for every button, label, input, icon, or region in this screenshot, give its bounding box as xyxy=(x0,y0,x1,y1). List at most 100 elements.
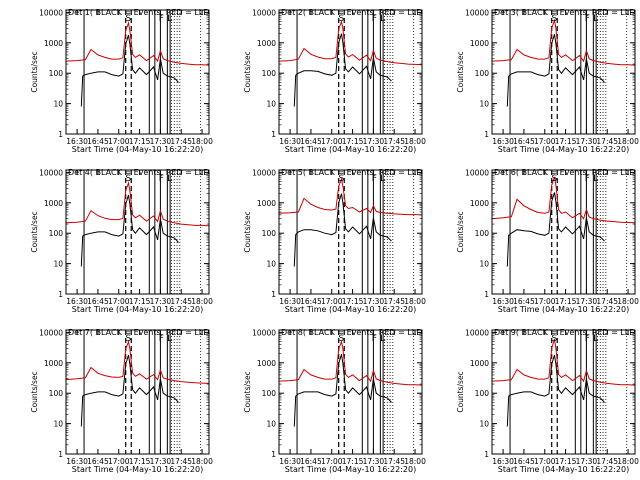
x-tick-label: 17:15 xyxy=(129,137,151,146)
y-tick-label: 10000 xyxy=(465,328,489,337)
lld-series-line xyxy=(66,180,209,227)
plot-frame xyxy=(65,329,210,455)
lld-series-line xyxy=(492,18,635,66)
panel-title: Det 4( BLACK = Events, RED = LLD xyxy=(68,168,209,177)
x-tick-label: 17:00 xyxy=(108,137,130,146)
y-axis-label: Counts/sec xyxy=(30,211,39,252)
x-tick-label: 17:00 xyxy=(534,137,556,146)
flag-label-f: F xyxy=(159,334,164,344)
x-tick-label: 17:45 xyxy=(170,297,192,306)
x-tick-label: 16:45 xyxy=(87,137,109,146)
x-axis-label: Start Time (04-May-10 16:22:20) xyxy=(72,145,203,154)
event-markers xyxy=(509,170,628,294)
panel-title: Det 6( BLACK = Events, RED = LLD xyxy=(494,168,635,177)
y-tick-label: 100 xyxy=(262,229,277,238)
x-tick-label: 16:30 xyxy=(66,137,88,146)
y-axis-label: Counts/sec xyxy=(456,371,465,412)
x-tick-label: 17:00 xyxy=(534,297,556,306)
y-tick-label: 10 xyxy=(53,420,63,429)
events-series-line xyxy=(506,34,605,107)
x-tick-label: 17:15 xyxy=(129,457,151,466)
x-tick-label: 16:45 xyxy=(87,457,109,466)
series-group xyxy=(279,177,422,267)
x-tick-label: 17:45 xyxy=(596,137,618,146)
y-tick-label: 100 xyxy=(262,389,277,398)
x-tick-label: 17:00 xyxy=(534,457,556,466)
y-tick-label: 1000 xyxy=(44,199,63,208)
y-tick-label: 10 xyxy=(479,260,489,269)
event-markers xyxy=(296,10,415,134)
x-tick-label: 16:30 xyxy=(492,457,514,466)
lld-series-line xyxy=(279,177,422,216)
lld-series-line xyxy=(279,339,422,386)
panel-title: Det 8( BLACK = Events, RED = LLD xyxy=(281,328,422,337)
series-group xyxy=(66,20,209,107)
flag-label-s: S xyxy=(125,174,131,184)
y-tick-label: 1 xyxy=(484,290,489,299)
panel-title: Det 9( BLACK = Events, RED = LLD xyxy=(494,328,635,337)
y-tick-label: 10 xyxy=(266,420,276,429)
events-series-line xyxy=(293,193,392,267)
x-tick-label: 16:30 xyxy=(279,297,301,306)
x-tick-label: 16:45 xyxy=(300,457,322,466)
x-tick-label: 17:15 xyxy=(555,137,577,146)
x-axis-label: Start Time (04-May-10 16:22:20) xyxy=(498,305,629,314)
events-series-line xyxy=(293,354,392,427)
y-tick-label: 10 xyxy=(266,100,276,109)
y-tick-label: 1 xyxy=(271,450,276,459)
x-tick-label: 18:00 xyxy=(617,297,639,306)
flag-label-f: F xyxy=(159,14,164,24)
x-tick-label: 17:00 xyxy=(321,137,343,146)
y-tick-label: 1 xyxy=(484,130,489,139)
x-tick-label: 17:45 xyxy=(383,137,405,146)
plot-frame xyxy=(491,329,636,455)
x-tick-label: 16:30 xyxy=(279,137,301,146)
flag-label-l: L xyxy=(380,334,385,344)
x-tick-label: 17:45 xyxy=(383,457,405,466)
y-tick-label: 1 xyxy=(58,290,63,299)
y-tick-label: 100 xyxy=(49,389,64,398)
y-tick-label: 100 xyxy=(475,229,490,238)
y-tick-label: 10 xyxy=(53,100,63,109)
flag-label-s: S xyxy=(125,334,131,344)
flag-label-l: L xyxy=(380,174,385,184)
x-tick-label: 17:45 xyxy=(170,457,192,466)
x-tick-label: 16:30 xyxy=(492,137,514,146)
x-axis-label: Start Time (04-May-10 16:22:20) xyxy=(285,305,416,314)
y-axis-label: Counts/sec xyxy=(456,211,465,252)
events-series-line xyxy=(506,354,605,427)
series-group xyxy=(66,180,209,267)
x-tick-label: 16:45 xyxy=(513,457,535,466)
y-tick-label: 100 xyxy=(262,69,277,78)
plot-frame xyxy=(65,169,210,295)
y-axis-label: Counts/sec xyxy=(243,51,252,92)
flag-label-l: L xyxy=(167,174,172,184)
x-tick-label: 18:00 xyxy=(617,137,639,146)
y-tick-label: 1000 xyxy=(257,199,276,208)
x-tick-label: 16:30 xyxy=(492,297,514,306)
event-markers xyxy=(296,170,415,294)
plot-frame xyxy=(491,169,636,295)
x-axis-label: Start Time (04-May-10 16:22:20) xyxy=(498,145,629,154)
y-tick-label: 10 xyxy=(266,260,276,269)
x-axis-label: Start Time (04-May-10 16:22:20) xyxy=(285,145,416,154)
x-tick-label: 18:00 xyxy=(191,297,213,306)
events-series-line xyxy=(293,33,392,107)
panel-title: Det 3( BLACK = Events, RED = LLD xyxy=(494,8,635,17)
series-group xyxy=(279,339,422,427)
plot-frame xyxy=(491,9,636,135)
x-axis-label: Start Time (04-May-10 16:22:20) xyxy=(498,465,629,474)
series-group xyxy=(66,339,209,427)
x-tick-label: 16:45 xyxy=(300,297,322,306)
y-axis-label: Counts/sec xyxy=(243,371,252,412)
y-tick-label: 1 xyxy=(58,130,63,139)
flag-label-s: S xyxy=(551,174,557,184)
panel-title: Det 5( BLACK = Events, RED = LLD xyxy=(281,168,422,177)
y-tick-label: 100 xyxy=(49,69,64,78)
